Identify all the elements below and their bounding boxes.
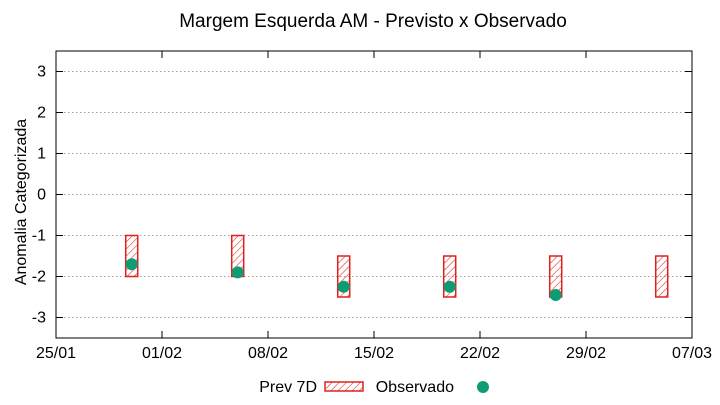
legend-swatch-observed (477, 381, 489, 393)
observed-point (549, 288, 562, 301)
x-tick-label: 08/02 (248, 345, 288, 362)
x-tick-label: 29/02 (566, 345, 606, 362)
y-tick-label: -1 (32, 228, 46, 245)
x-tick-label: 01/02 (142, 345, 182, 362)
plot-frame (55, 50, 693, 339)
grid-layer (56, 71, 692, 318)
forecast-ranges (124, 234, 669, 298)
observed-point (231, 266, 244, 279)
y-tick-label: 2 (37, 105, 46, 122)
observed-points (125, 258, 562, 301)
legend-label-forecast: Prev 7D (259, 379, 317, 396)
x-tick-label: 25/01 (36, 345, 76, 362)
x-ticks: 25/01 01/02 08/02 15/02 22/02 29/02 07/03 (36, 51, 712, 362)
observed-point (443, 280, 456, 293)
y-tick-label: -3 (32, 310, 46, 327)
x-tick-label: 07/03 (672, 345, 712, 362)
chart-title: Margem Esquerda AM - Previsto x Observad… (179, 11, 567, 32)
y-axis-label: Anomalia Categorizada (13, 119, 30, 285)
x-tick-label: 22/02 (460, 345, 500, 362)
y-tick-label: 0 (37, 187, 46, 204)
x-tick-label: 15/02 (354, 345, 394, 362)
forecast-range-bar (124, 234, 139, 278)
observed-point (125, 258, 138, 271)
y-ticks: 3 2 1 0 -1 -2 -3 (32, 64, 692, 327)
forecast-range-bar (654, 255, 669, 298)
y-tick-label: -2 (32, 269, 46, 286)
y-tick-label: 3 (37, 64, 46, 81)
legend-label-observed: Observado (376, 379, 454, 396)
legend: Prev 7D Observado (259, 379, 489, 396)
y-tick-label: 1 (37, 146, 46, 163)
legend-swatch-forecast (324, 381, 364, 392)
observed-point (337, 280, 350, 293)
